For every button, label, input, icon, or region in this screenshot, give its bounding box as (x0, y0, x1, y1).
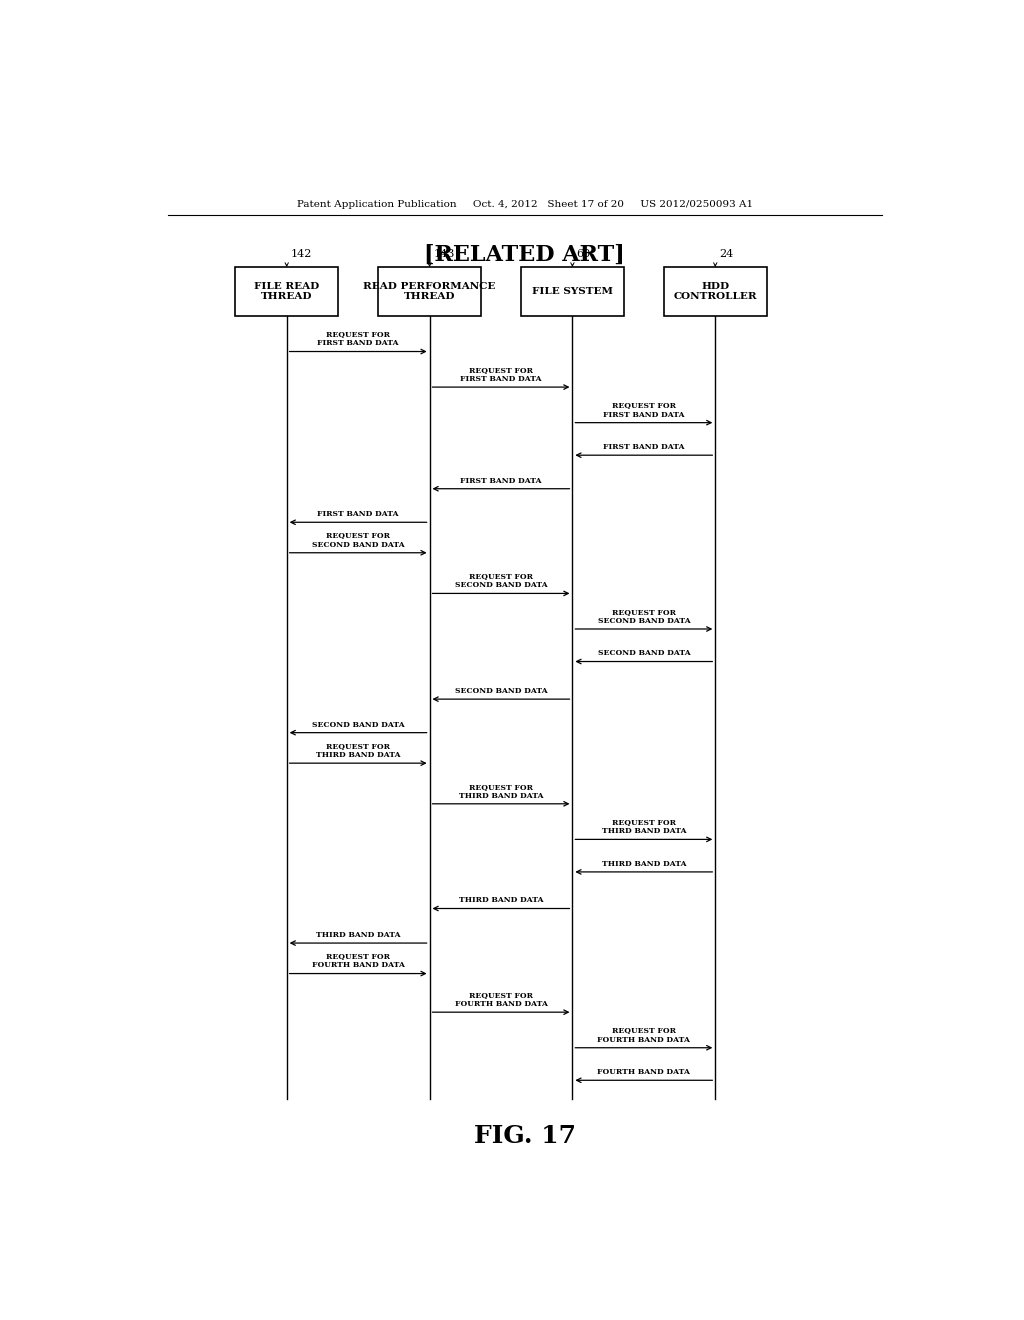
Text: SECOND BAND DATA: SECOND BAND DATA (455, 686, 547, 696)
Text: HDD
CONTROLLER: HDD CONTROLLER (674, 282, 757, 301)
Text: FIG. 17: FIG. 17 (474, 1125, 575, 1148)
Text: REQUEST FOR
SECOND BAND DATA: REQUEST FOR SECOND BAND DATA (598, 607, 690, 624)
Text: REQUEST FOR
SECOND BAND DATA: REQUEST FOR SECOND BAND DATA (455, 572, 547, 589)
Text: REQUEST FOR
THIRD BAND DATA: REQUEST FOR THIRD BAND DATA (315, 742, 400, 759)
Text: REQUEST FOR
FIRST BAND DATA: REQUEST FOR FIRST BAND DATA (460, 366, 542, 383)
Text: Patent Application Publication     Oct. 4, 2012   Sheet 17 of 20     US 2012/025: Patent Application Publication Oct. 4, 2… (297, 199, 753, 209)
Bar (378, 267, 481, 315)
Text: REQUEST FOR
FIRST BAND DATA: REQUEST FOR FIRST BAND DATA (603, 401, 685, 418)
Text: REQUEST FOR
THIRD BAND DATA: REQUEST FOR THIRD BAND DATA (459, 783, 544, 800)
Text: 142: 142 (291, 249, 312, 259)
Text: REQUEST FOR
THIRD BAND DATA: REQUEST FOR THIRD BAND DATA (601, 818, 686, 836)
Bar (664, 267, 767, 315)
Text: FILE READ
THREAD: FILE READ THREAD (254, 282, 319, 301)
Bar (521, 267, 624, 315)
Text: REQUEST FOR
FIRST BAND DATA: REQUEST FOR FIRST BAND DATA (317, 330, 399, 347)
Text: FIRST BAND DATA: FIRST BAND DATA (317, 511, 399, 519)
Text: FOURTH BAND DATA: FOURTH BAND DATA (597, 1068, 690, 1076)
Text: REQUEST FOR
FOURTH BAND DATA: REQUEST FOR FOURTH BAND DATA (311, 952, 404, 969)
Text: FIRST BAND DATA: FIRST BAND DATA (460, 477, 542, 484)
Text: THIRD BAND DATA: THIRD BAND DATA (601, 859, 686, 867)
Text: FIRST BAND DATA: FIRST BAND DATA (603, 444, 685, 451)
Text: FILE SYSTEM: FILE SYSTEM (531, 286, 613, 296)
Text: 143: 143 (433, 249, 455, 259)
Text: REQUEST FOR
SECOND BAND DATA: REQUEST FOR SECOND BAND DATA (312, 532, 404, 549)
Text: THIRD BAND DATA: THIRD BAND DATA (315, 931, 400, 939)
Text: 60: 60 (577, 249, 591, 259)
Text: REQUEST FOR
FOURTH BAND DATA: REQUEST FOR FOURTH BAND DATA (597, 1027, 690, 1044)
Text: THIRD BAND DATA: THIRD BAND DATA (459, 896, 544, 904)
Bar (236, 267, 338, 315)
Text: 24: 24 (719, 249, 733, 259)
Text: READ PERFORMANCE
THREAD: READ PERFORMANCE THREAD (364, 282, 496, 301)
Text: [RELATED ART]: [RELATED ART] (424, 244, 626, 265)
Text: SECOND BAND DATA: SECOND BAND DATA (598, 649, 690, 657)
Text: SECOND BAND DATA: SECOND BAND DATA (312, 721, 404, 729)
Text: REQUEST FOR
FOURTH BAND DATA: REQUEST FOR FOURTH BAND DATA (455, 991, 548, 1008)
